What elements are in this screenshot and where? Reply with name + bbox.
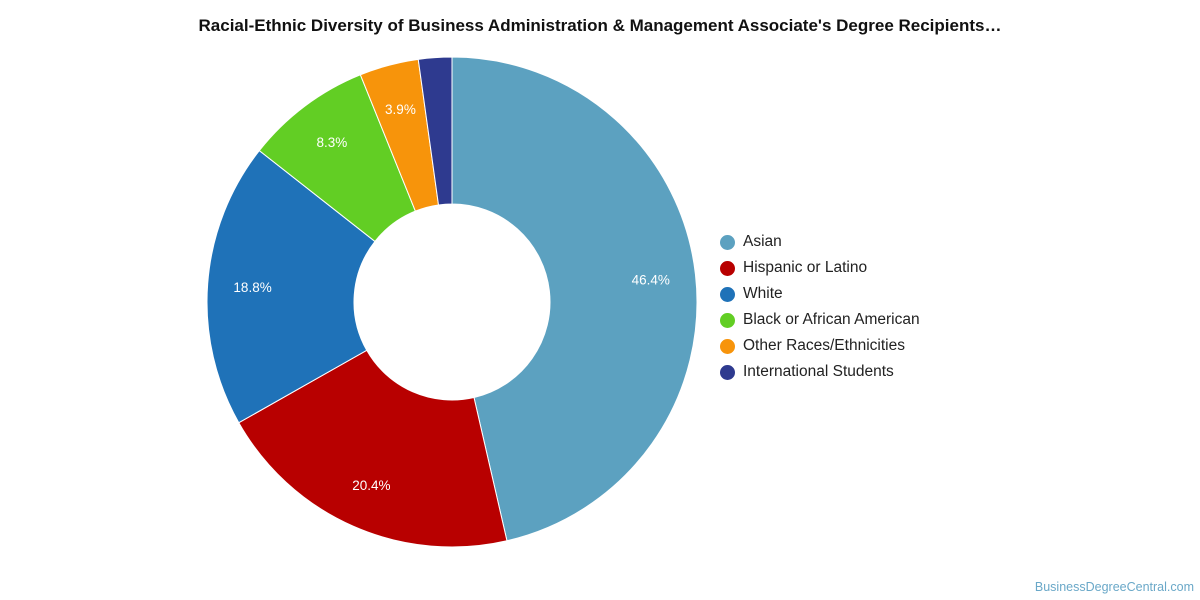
slice-label-black-or-african-american: 8.3% (317, 135, 348, 150)
legend-label: Black or African American (743, 311, 920, 328)
slice-label-hispanic-or-latino: 20.4% (352, 478, 390, 493)
legend-swatch (720, 338, 735, 354)
legend-item-white[interactable]: White (720, 281, 920, 307)
legend-item-asian[interactable]: Asian (720, 229, 920, 255)
slice-label-asian: 46.4% (632, 272, 670, 287)
legend-swatch (720, 286, 735, 302)
legend-item-hispanic-or-latino[interactable]: Hispanic or Latino (720, 255, 920, 281)
pie-slice-hispanic-or-latino[interactable] (238, 349, 508, 548)
legend-item-black-or-african-american[interactable]: Black or African American (720, 307, 920, 333)
chart-title: Racial-Ethnic Diversity of Business Admi… (198, 16, 1002, 35)
slice-label-other-races-ethnicities: 3.9% (385, 102, 416, 117)
legend-label: International Students (743, 363, 894, 380)
legend-item-international-students[interactable]: International Students (720, 359, 920, 385)
legend-label: Hispanic or Latino (743, 259, 868, 276)
pie-slice-white[interactable] (206, 149, 376, 424)
pie-slice-asian[interactable] (451, 56, 698, 542)
chart-legend: Asian Hispanic or Latino White Black or Afr… (720, 229, 920, 385)
pie-slice-international-students[interactable] (417, 56, 453, 206)
legend-label: Other Races/Ethnicities (743, 337, 905, 354)
legend-swatch (720, 234, 735, 250)
legend-label: Asian (743, 233, 782, 250)
source-credit[interactable]: BusinessDegreeCentral.com (1034, 580, 1194, 594)
legend-swatch (720, 312, 735, 328)
legend-swatch (720, 364, 735, 380)
legend-swatch (720, 260, 735, 276)
legend-item-other-races-ethnicities[interactable]: Other Races/Ethnicities (720, 333, 920, 359)
slice-label-white: 18.8% (233, 280, 271, 295)
legend-label: White (743, 285, 783, 302)
